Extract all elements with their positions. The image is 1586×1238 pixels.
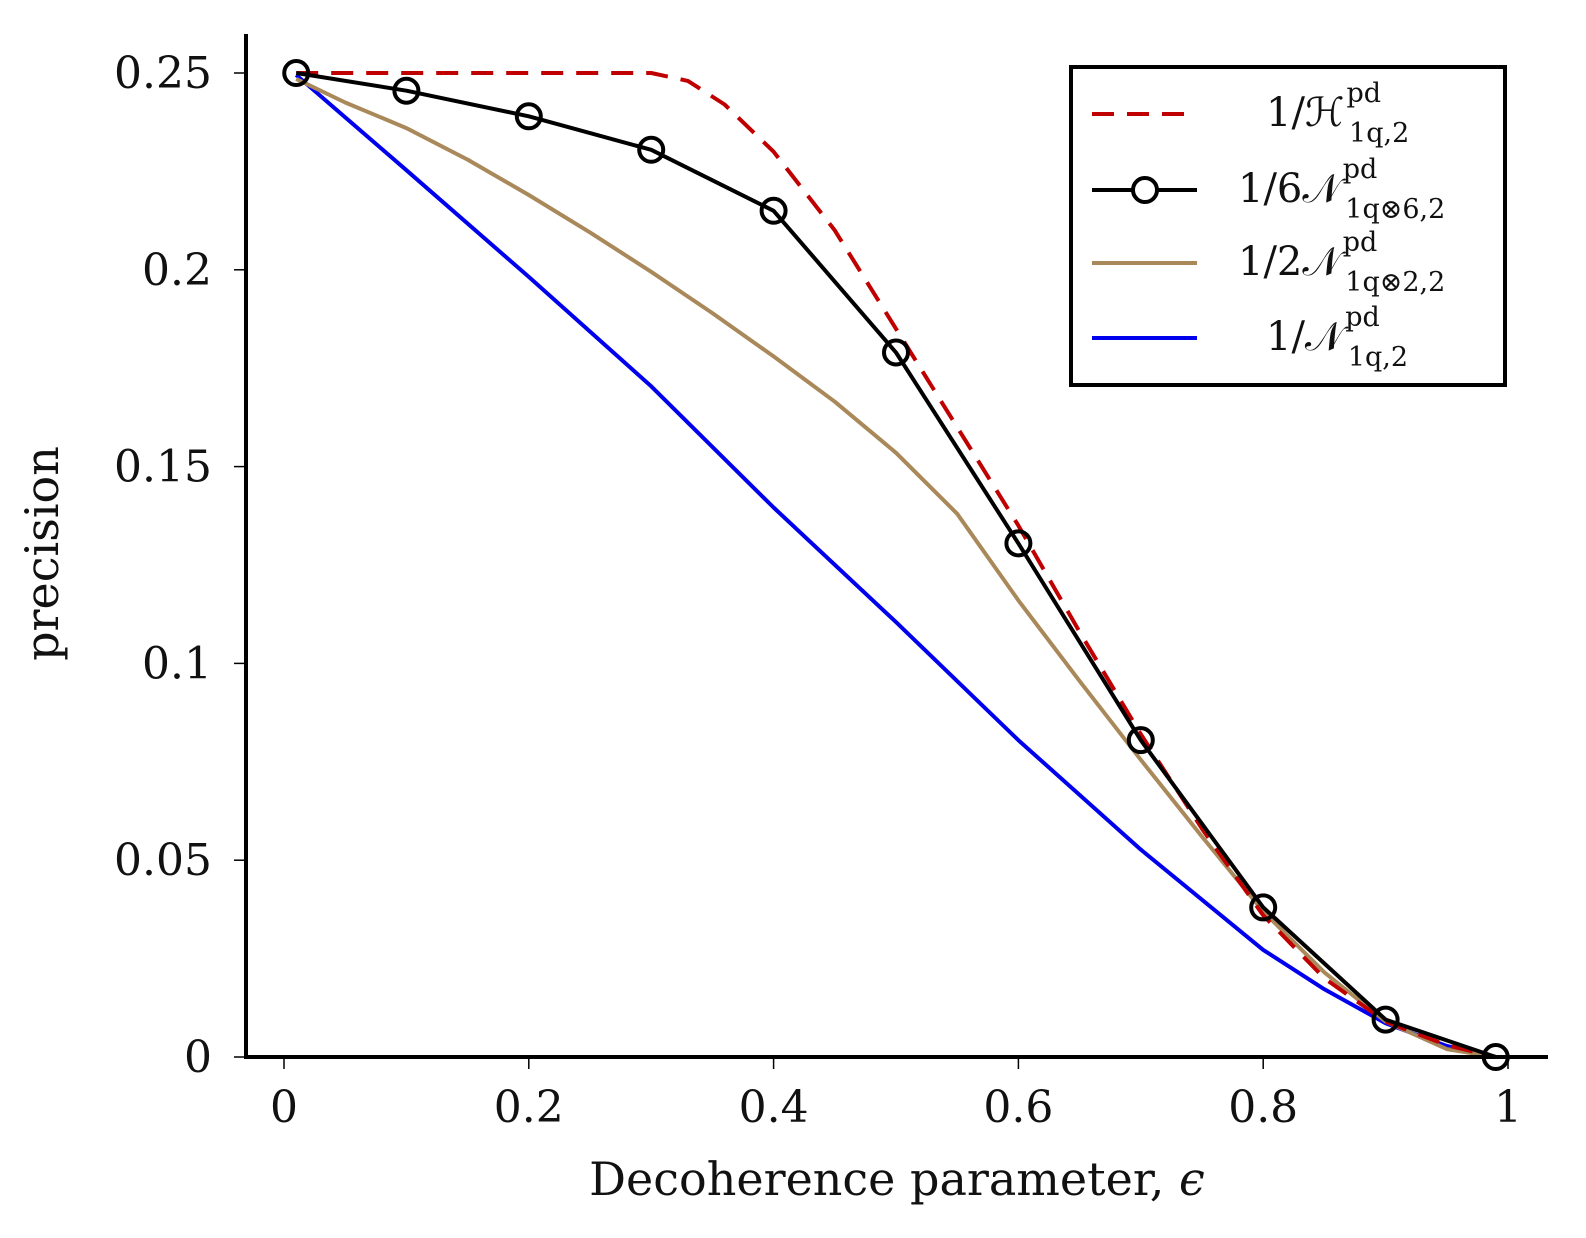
data-point-marker <box>637 135 666 164</box>
data-point-marker <box>1249 893 1278 922</box>
y-axis-title: precision <box>15 446 69 661</box>
data-point-marker <box>882 338 910 367</box>
data-point-marker <box>392 76 421 105</box>
data-point-marker <box>759 196 788 225</box>
legend: 1/ℋpd 1q,21/6𝒩pd 1q⊗6,21/2𝒩pd 1q⊗2,21/𝒩pd 1q… <box>1069 65 1507 387</box>
series-line <box>296 71 1497 1059</box>
legend-label-main: 1/𝒩 <box>1266 314 1349 360</box>
x-axis-title: Decoherence parameter, ϵ <box>589 1152 1205 1206</box>
data-point-marker <box>514 102 543 131</box>
data-point-marker <box>1371 1005 1400 1034</box>
legend-label: 1/𝒩pd 1q,2 <box>1266 302 1408 373</box>
y-tick-label: 0.25 <box>114 48 212 99</box>
legend-label-main: 1/6𝒩 <box>1238 166 1346 212</box>
x-axis-title-symbol: ϵ <box>1179 1152 1205 1206</box>
legend-label-sup: pd <box>1345 302 1380 333</box>
legend-label-sup: pd <box>1343 227 1378 258</box>
y-ticks: 0 0.05 0.1 0.15 0.2 0.25 <box>114 48 246 1083</box>
legend-label-sup: pd <box>1343 154 1378 185</box>
x-tick-label: 0.2 <box>494 1082 564 1133</box>
y-tick-label: 0.1 <box>142 638 212 689</box>
x-tick-label: 0.4 <box>739 1082 809 1133</box>
series-line <box>295 77 1497 1059</box>
series-line <box>295 71 1497 1059</box>
data-point-marker <box>282 59 311 87</box>
legend-label: 1/6𝒩pd 1q⊗6,2 <box>1238 154 1445 225</box>
legend-box <box>1069 65 1507 387</box>
x-ticks: 0 0.2 0.4 0.6 0.8 1 <box>270 1057 1522 1133</box>
data-point-marker <box>1126 726 1155 755</box>
legend-label: 1/ℋpd 1q,2 <box>1266 78 1409 149</box>
x-tick-label: 0 <box>270 1082 298 1133</box>
legend-entry: 1/ℋpd 1q,2 <box>1092 78 1409 149</box>
data-point-marker <box>1004 529 1033 558</box>
legend-entries: 1/ℋpd 1q,21/6𝒩pd 1q⊗6,21/2𝒩pd 1q⊗2,21/𝒩pd 1q… <box>1092 78 1445 373</box>
legend-label-sub: 1q,2 <box>1349 118 1409 149</box>
x-tick-label: 1 <box>1494 1082 1522 1133</box>
legend-label-sub: 1q⊗2,2 <box>1345 267 1445 298</box>
legend-label-sub: 1q,2 <box>1348 342 1408 373</box>
y-tick-label: 0.2 <box>142 245 212 296</box>
legend-entry: 1/𝒩pd 1q,2 <box>1092 302 1408 373</box>
legend-label-sup: pd <box>1346 78 1381 109</box>
series-layer <box>282 59 1510 1071</box>
legend-label-main: 1/2𝒩 <box>1238 239 1346 285</box>
y-tick-label: 0 <box>184 1032 212 1083</box>
x-tick-label: 0.8 <box>1228 1082 1298 1133</box>
x-tick-label: 0.6 <box>983 1082 1053 1133</box>
axes <box>244 34 1548 1059</box>
x-axis-title-text: Decoherence parameter, <box>589 1152 1179 1206</box>
legend-label-main: 1/ℋ <box>1266 90 1344 136</box>
legend-entry: 1/2𝒩pd 1q⊗2,2 <box>1092 227 1445 298</box>
legend-label: 1/2𝒩pd 1q⊗2,2 <box>1238 227 1445 298</box>
legend-entry: 1/6𝒩pd 1q⊗6,2 <box>1092 154 1445 225</box>
legend-label-sub: 1q⊗6,2 <box>1345 194 1445 225</box>
y-tick-label: 0.05 <box>114 835 212 886</box>
legend-marker <box>1131 176 1159 204</box>
y-tick-label: 0.15 <box>114 442 212 493</box>
